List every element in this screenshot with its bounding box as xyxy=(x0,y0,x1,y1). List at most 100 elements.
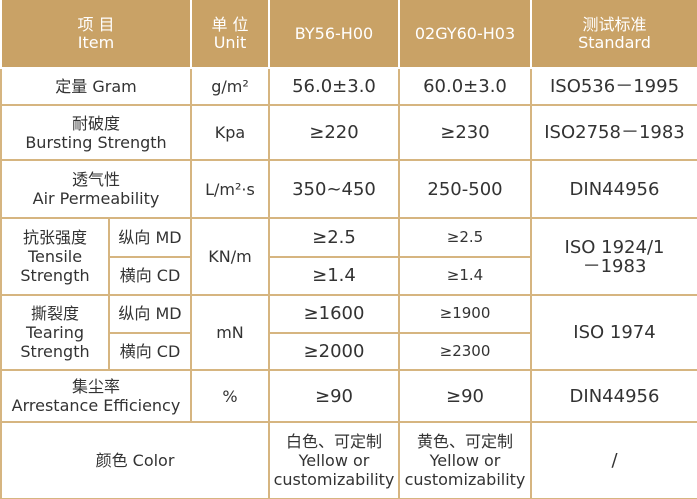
direction-cell: 纵向 MD xyxy=(108,217,192,258)
item-cell: 集尘率 Arrestance Efficiency xyxy=(0,369,192,423)
standard-cell: DIN44956 xyxy=(530,369,697,423)
cell-text: ISO 1974 xyxy=(573,322,656,343)
table-row: 抗张强度 Tensile Strength 纵向 MD KN/m ≥2.5 ≥2.5 ISO … xyxy=(0,217,697,296)
cell-text: Air Permeability xyxy=(32,189,160,208)
cell-text: / xyxy=(611,450,618,471)
cell-text: Strength xyxy=(20,266,90,285)
table-row: 撕裂度 Tearing Strength 纵向 MD mN ≥1600 ≥1900 ISO 1… xyxy=(0,294,697,371)
value-cell: 350~450 xyxy=(268,159,400,219)
standard-cell: ISO 1924/1 －1983 xyxy=(530,217,697,296)
value-cell: ≥2.5 xyxy=(268,217,400,258)
value-cell: ≥220 xyxy=(268,104,400,161)
cell-text: 单 位 xyxy=(211,14,249,34)
cell-text: －1983 xyxy=(582,255,647,277)
cell-text: DIN44956 xyxy=(569,385,660,407)
cell-text: ≥230 xyxy=(440,122,490,143)
unit-cell: L/m²·s xyxy=(190,159,270,219)
table-row: 透气性 Air Permeability L/m²·s 350~450 250-500 D… xyxy=(0,159,697,219)
cell-text: ≥2300 xyxy=(439,341,491,360)
standard-cell: ISO2758－1983 xyxy=(530,104,697,161)
cell-text: KN/m xyxy=(208,247,252,266)
cell-text: 250-500 xyxy=(427,178,503,200)
cell-text: 项 目 xyxy=(77,14,115,34)
cell-text: ≥1600 xyxy=(303,303,365,325)
cell-text: L/m²·s xyxy=(205,179,255,199)
cell-text: 纵向 MD xyxy=(118,304,182,324)
cell-text: customizability xyxy=(404,470,526,489)
cell-text: 测试标准 xyxy=(582,14,647,34)
unit-cell: Kpa xyxy=(190,104,270,161)
cell-text: ≥1.4 xyxy=(446,266,484,285)
direction-cell: 横向 CD xyxy=(108,255,192,296)
cell-text: 定量 Gram xyxy=(55,77,137,96)
value-cell: 60.0±3.0 xyxy=(398,67,532,106)
header-cell: 项 目 Item xyxy=(0,0,192,69)
cell-text: Strength xyxy=(20,342,90,361)
value-cell: ≥230 xyxy=(398,104,532,161)
cell-text: 撕裂度 xyxy=(30,304,79,323)
value-cell: ≥1600 xyxy=(268,294,400,334)
cell-text: Kpa xyxy=(214,123,246,142)
value-cell: 250-500 xyxy=(398,159,532,219)
value-cell: ≥1900 xyxy=(398,294,532,334)
cell-text: 集尘率 xyxy=(71,377,120,396)
cell-text: 耐破度 xyxy=(71,113,120,133)
item-cell: 抗张强度 Tensile Strength xyxy=(0,217,110,296)
value-cell: ≥90 xyxy=(268,369,400,423)
standard-cell: ISO 1974 xyxy=(530,294,697,371)
unit-cell: % xyxy=(190,369,270,423)
cell-text: ISO 1924/1 xyxy=(564,236,665,258)
cell-text: ≥2000 xyxy=(303,340,365,362)
cell-text: Yellow or xyxy=(429,451,501,470)
cell-text: Unit xyxy=(213,32,247,52)
cell-text: ≥1900 xyxy=(439,304,491,323)
cell-text: ≥1.4 xyxy=(312,265,356,287)
cell-text: 黄色、可定制 xyxy=(416,432,513,451)
value-cell: ≥2300 xyxy=(398,331,532,371)
unit-cell: mN xyxy=(190,294,270,371)
table-row: 耐破度 Bursting Strength Kpa ≥220 ≥230 ISO2758－1… xyxy=(0,104,697,161)
direction-cell: 纵向 MD xyxy=(108,294,192,334)
cell-text: ≥220 xyxy=(309,122,359,143)
cell-text: 56.0±3.0 xyxy=(292,76,376,97)
value-cell: ≥2.5 xyxy=(398,217,532,258)
header-cell: 单 位 Unit xyxy=(190,0,270,69)
direction-cell: 横向 CD xyxy=(108,331,192,371)
cell-text: ISO536－1995 xyxy=(549,76,680,97)
value-cell: ≥1.4 xyxy=(268,255,400,296)
standard-cell: / xyxy=(530,421,697,499)
cell-text: 60.0±3.0 xyxy=(423,76,507,97)
item-cell: 透气性 Air Permeability xyxy=(0,159,192,219)
cell-text: BY56-H00 xyxy=(294,23,374,43)
cell-text: Standard xyxy=(578,32,651,52)
item-cell: 耐破度 Bursting Strength xyxy=(0,104,192,161)
cell-text: ≥2.5 xyxy=(446,227,484,246)
item-cell: 撕裂度 Tearing Strength xyxy=(0,294,110,371)
cell-text: customizability xyxy=(273,470,395,489)
table-row: 横向 CD ≥1.4 ≥1.4 xyxy=(1,255,697,296)
cell-text: % xyxy=(222,386,238,406)
cell-text: ≥90 xyxy=(315,385,353,407)
item-cell: 颜色 Color xyxy=(0,421,270,499)
cell-text: Arrestance Efficiency xyxy=(11,396,181,415)
cell-text: 白色、可定制 xyxy=(285,432,382,451)
header-cell: BY56-H00 xyxy=(268,0,400,69)
cell-text: 横向 CD xyxy=(119,266,181,286)
value-cell: ≥2000 xyxy=(268,331,400,371)
item-cell: 定量 Gram xyxy=(0,67,192,106)
value-cell: ≥90 xyxy=(398,369,532,423)
cell-text: 透气性 xyxy=(71,170,120,189)
value-cell: 白色、可定制 Yellow or customizability xyxy=(268,421,400,499)
unit-cell: g/m² xyxy=(190,67,270,106)
standard-cell: ISO536－1995 xyxy=(530,67,697,106)
standard-cell: DIN44956 xyxy=(530,159,697,219)
cell-text: 纵向 MD xyxy=(118,227,182,247)
cell-text: Tearing xyxy=(25,323,85,342)
table-row: 集尘率 Arrestance Efficiency% ≥90 ≥90 DIN44956 xyxy=(0,369,697,423)
cell-text: Yellow or xyxy=(298,451,370,470)
cell-text: mN xyxy=(216,323,244,342)
cell-text: 350~450 xyxy=(292,178,376,200)
header-cell: 测试标准 Standard xyxy=(530,0,697,69)
